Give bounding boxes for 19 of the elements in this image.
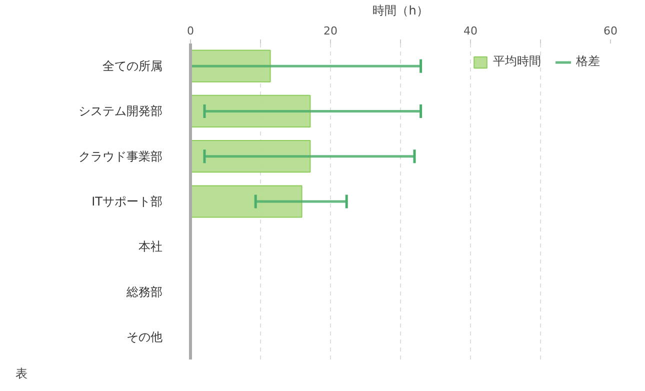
bar <box>190 185 302 218</box>
y-tick-label: その他 <box>126 330 162 344</box>
y-tick-label: システム開発部 <box>78 104 162 118</box>
annotation: 格差 <box>576 53 600 70</box>
y-tick-label: ITサポート部 <box>92 194 163 208</box>
legend-label: 平均時間 <box>493 53 541 70</box>
bar <box>190 50 271 82</box>
x-tick-label: 20 <box>324 24 338 38</box>
text: 表 <box>16 366 28 380</box>
x-tick-label: 0 <box>187 24 194 38</box>
x-tick-label: 40 <box>464 24 478 38</box>
y-tick-label: 全ての所属 <box>102 59 162 74</box>
bar <box>190 94 311 128</box>
x-tick-label: 60 <box>604 24 618 38</box>
y-tick-label: 本社 <box>138 240 162 254</box>
y-tick-label: 総務部 <box>126 284 162 299</box>
x-axis-title: 時間（h） <box>372 4 428 18</box>
bar <box>190 140 311 173</box>
y-tick-label: クラウド事業部 <box>78 149 162 164</box>
